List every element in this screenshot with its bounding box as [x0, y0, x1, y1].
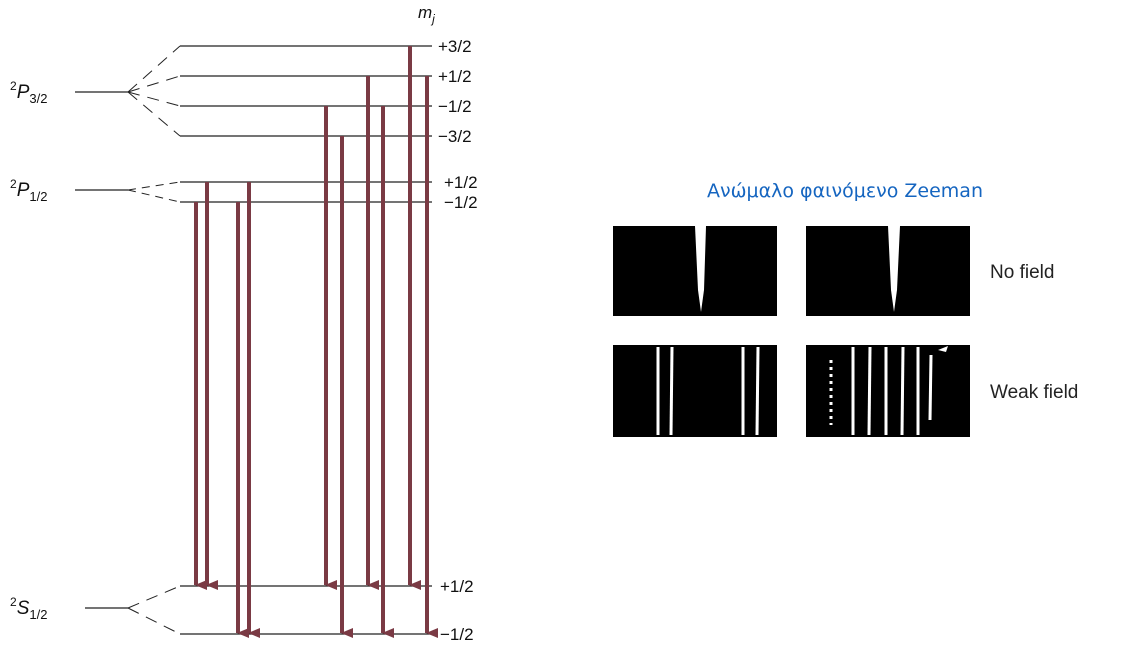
diagram: mj 2P3/2+3/2+1/2−1/2−3/22P1/2+1/2−1/22S1… — [0, 0, 1136, 646]
split-dash — [128, 608, 180, 634]
term: P — [17, 82, 30, 103]
transitions — [196, 46, 427, 633]
level-label: 2S1/2 — [10, 595, 47, 622]
level-label: 2P3/2 — [10, 79, 47, 106]
mj-label: +3/2 — [438, 37, 472, 56]
row-label: No field — [990, 262, 1054, 283]
split-dash — [128, 76, 180, 92]
mj-label: −3/2 — [438, 127, 472, 146]
level-label: 2P1/2 — [10, 177, 47, 204]
spectra — [613, 226, 970, 437]
split-dash — [128, 46, 180, 92]
mj-label: +1/2 — [440, 577, 474, 596]
term: S — [17, 598, 30, 619]
split-dash — [128, 190, 180, 202]
levels: 2P3/2+3/2+1/2−1/2−3/22P1/2+1/2−1/22S1/2+… — [10, 37, 478, 644]
row-label: Weak field — [990, 382, 1078, 403]
split-dash — [128, 182, 180, 190]
mj-header: mj — [418, 3, 435, 26]
mj-label: −1/2 — [444, 193, 478, 212]
mj-label: −1/2 — [438, 97, 472, 116]
mj-label: −1/2 — [440, 625, 474, 644]
sub: 1/2 — [29, 607, 47, 622]
panel-title: Ανώμαλο φαινόμενο Zeeman — [707, 180, 983, 202]
term: P — [17, 180, 30, 201]
mj-label: +1/2 — [444, 173, 478, 192]
mj-label: +1/2 — [438, 67, 472, 86]
sub: 3/2 — [29, 91, 47, 106]
split-dash — [128, 586, 180, 608]
sub: 1/2 — [29, 189, 47, 204]
